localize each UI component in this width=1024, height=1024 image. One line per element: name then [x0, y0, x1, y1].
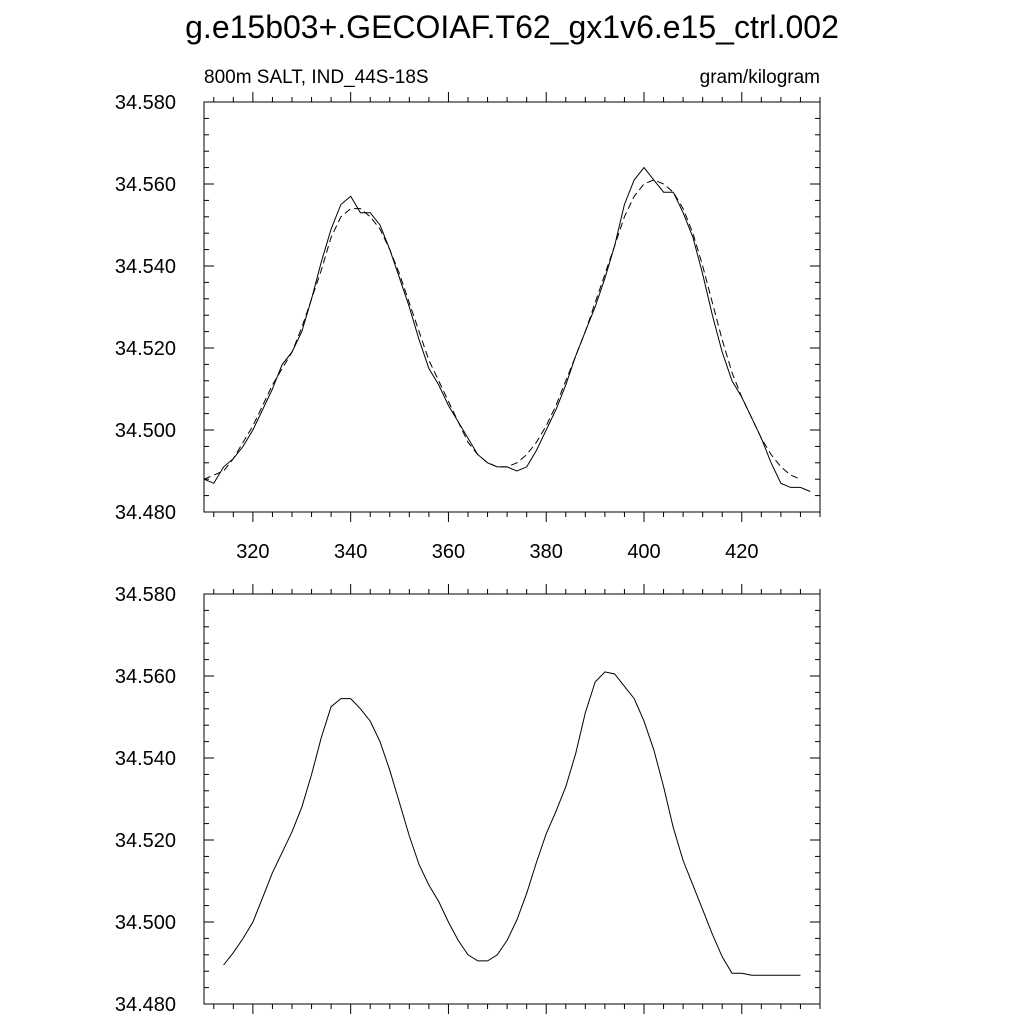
- y-tick-label: 34.500: [115, 912, 176, 934]
- y-tick-label: 34.540: [115, 748, 176, 770]
- y-tick-label: 34.500: [115, 420, 176, 442]
- y-tick-label: 34.580: [115, 584, 176, 606]
- x-tick-label: 400: [627, 541, 660, 563]
- y-tick-label: 34.580: [115, 92, 176, 114]
- dashed-series-line: [203, 179, 801, 480]
- y-tick-label: 34.480: [115, 502, 176, 524]
- y-tick-label: 34.540: [115, 256, 176, 278]
- y-tick-label: 34.560: [115, 666, 176, 688]
- plot-frame: [203, 593, 821, 1005]
- figure-title: g.e15b03+.GECOIAF.T62_gx1v6.e15_ctrl.002: [185, 9, 839, 45]
- solid-series-line: [223, 671, 801, 976]
- y-tick-label: 34.560: [115, 174, 176, 196]
- x-tick-label: 420: [725, 541, 758, 563]
- y-tick-label: 34.520: [115, 830, 176, 852]
- x-tick-label: 360: [432, 541, 465, 563]
- variable-label: 800m SALT, IND_44S-18S: [204, 67, 429, 88]
- top-panel: 34.480 34.500 34.520 34.540 34.560 34.580 320 3…: [115, 92, 821, 563]
- plot-frame: [203, 101, 821, 513]
- bottom-panel: 34.480 34.500 34.520 34.540 34.560 34.580: [115, 584, 821, 1016]
- x-tick-label: 320: [236, 541, 269, 563]
- units-label: gram/kilogram: [700, 67, 820, 88]
- y-tick-label: 34.520: [115, 338, 176, 360]
- y-tick-label: 34.480: [115, 994, 176, 1016]
- x-tick-label: 340: [334, 541, 367, 563]
- x-tick-label: 380: [530, 541, 563, 563]
